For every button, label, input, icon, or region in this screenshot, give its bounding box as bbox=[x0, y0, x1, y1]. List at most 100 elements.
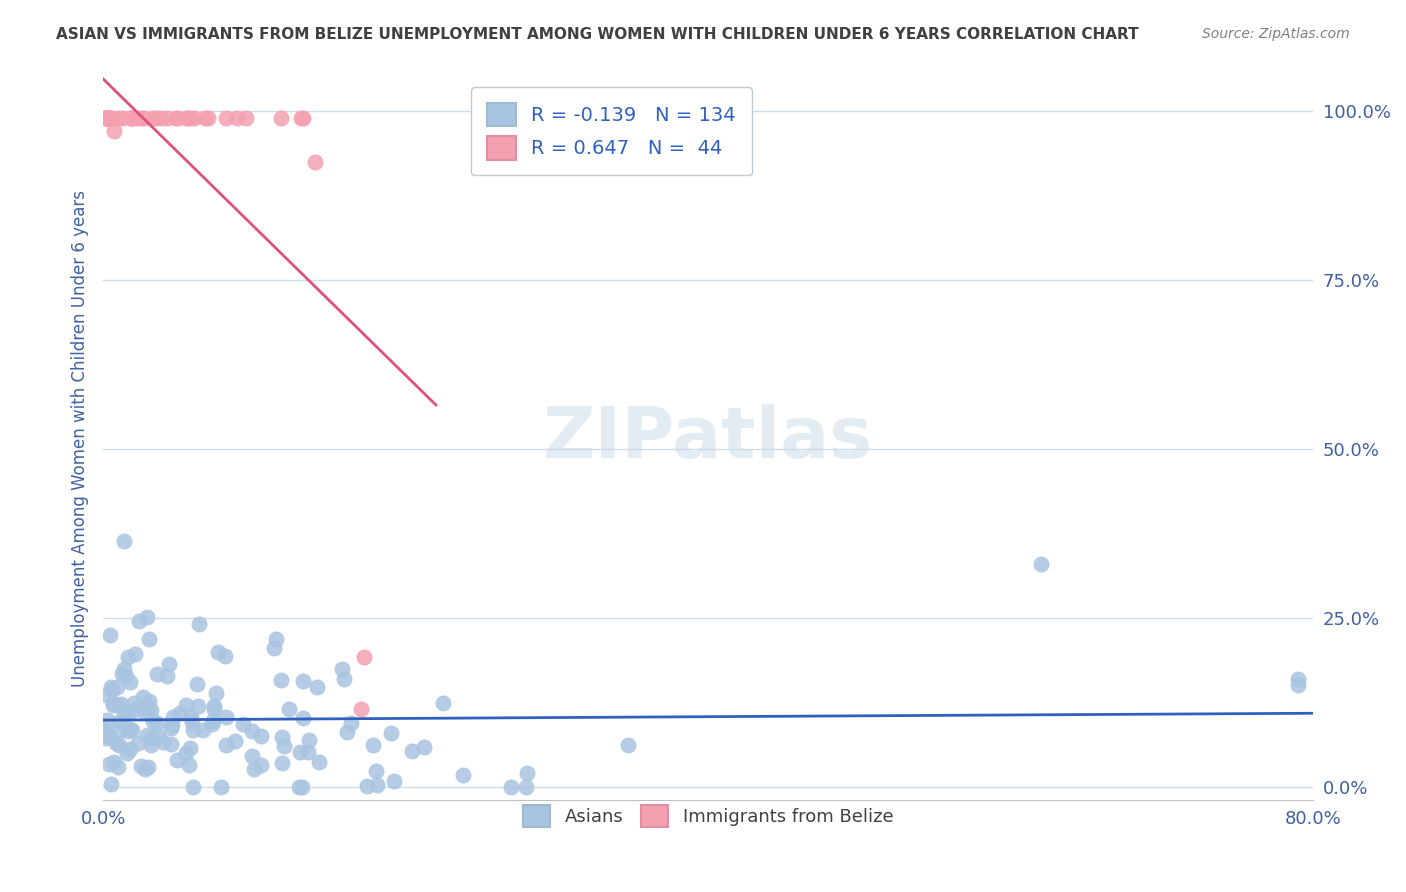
Point bbox=[235, 111, 257, 125]
Point bbox=[240, 723, 263, 738]
Point bbox=[240, 748, 263, 763]
Point bbox=[499, 780, 522, 794]
Point bbox=[273, 739, 295, 753]
Point bbox=[138, 632, 160, 646]
Point bbox=[112, 111, 135, 125]
Point bbox=[125, 111, 148, 125]
Point bbox=[93, 111, 115, 125]
Point bbox=[97, 111, 120, 125]
Point bbox=[432, 696, 454, 710]
Point bbox=[250, 757, 273, 772]
Point bbox=[97, 111, 120, 125]
Point bbox=[107, 111, 129, 125]
Point bbox=[117, 650, 139, 665]
Point bbox=[138, 760, 160, 774]
Point bbox=[616, 738, 638, 752]
Point bbox=[156, 669, 179, 683]
Point bbox=[197, 111, 219, 125]
Point bbox=[145, 111, 167, 125]
Point bbox=[356, 780, 378, 794]
Point bbox=[124, 647, 146, 661]
Point bbox=[201, 717, 224, 731]
Point bbox=[108, 738, 131, 752]
Point bbox=[155, 111, 177, 125]
Point bbox=[101, 698, 124, 713]
Point bbox=[97, 111, 120, 125]
Point bbox=[105, 680, 128, 694]
Point bbox=[291, 674, 314, 689]
Point bbox=[340, 715, 363, 730]
Point bbox=[298, 733, 321, 747]
Point bbox=[134, 762, 156, 776]
Point bbox=[97, 729, 120, 743]
Point bbox=[139, 703, 162, 717]
Point bbox=[132, 690, 155, 704]
Point bbox=[187, 699, 209, 714]
Point bbox=[350, 702, 373, 716]
Point bbox=[333, 672, 356, 686]
Point bbox=[110, 697, 132, 711]
Point bbox=[117, 706, 139, 720]
Point bbox=[291, 780, 314, 794]
Point bbox=[103, 756, 125, 770]
Point bbox=[292, 710, 315, 724]
Point bbox=[181, 780, 204, 794]
Point bbox=[243, 763, 266, 777]
Point bbox=[134, 111, 156, 125]
Point bbox=[105, 698, 128, 713]
Point bbox=[224, 733, 246, 747]
Point bbox=[131, 758, 153, 772]
Point bbox=[215, 738, 238, 752]
Point bbox=[100, 680, 122, 694]
Point bbox=[101, 682, 124, 697]
Point bbox=[207, 644, 229, 658]
Point bbox=[121, 723, 143, 737]
Point bbox=[166, 753, 188, 767]
Point bbox=[263, 640, 285, 655]
Text: ZIPatlas: ZIPatlas bbox=[543, 404, 873, 474]
Point bbox=[413, 740, 436, 755]
Point bbox=[110, 667, 132, 681]
Point bbox=[187, 616, 209, 631]
Point bbox=[103, 124, 125, 138]
Point bbox=[288, 780, 311, 794]
Point bbox=[93, 723, 115, 738]
Point bbox=[169, 706, 191, 721]
Point bbox=[297, 745, 319, 759]
Point bbox=[304, 155, 326, 169]
Point bbox=[141, 731, 163, 746]
Point bbox=[330, 662, 353, 676]
Point bbox=[159, 737, 181, 751]
Point bbox=[166, 111, 188, 125]
Legend: Asians, Immigrants from Belize: Asians, Immigrants from Belize bbox=[516, 798, 901, 835]
Point bbox=[364, 764, 387, 779]
Point bbox=[121, 111, 143, 125]
Point bbox=[131, 111, 153, 125]
Point bbox=[120, 111, 142, 125]
Point bbox=[278, 702, 301, 716]
Point bbox=[159, 721, 181, 735]
Point bbox=[193, 111, 215, 125]
Point bbox=[146, 667, 169, 681]
Point bbox=[1286, 678, 1309, 692]
Point bbox=[93, 725, 115, 739]
Point bbox=[134, 705, 156, 719]
Point bbox=[114, 668, 136, 682]
Point bbox=[179, 710, 201, 724]
Point bbox=[124, 696, 146, 710]
Point bbox=[150, 111, 173, 125]
Point bbox=[214, 709, 236, 723]
Point bbox=[191, 723, 214, 737]
Point bbox=[142, 111, 165, 125]
Point bbox=[202, 714, 225, 728]
Point bbox=[270, 731, 292, 745]
Point bbox=[136, 610, 159, 624]
Point bbox=[288, 745, 311, 759]
Point bbox=[122, 703, 145, 717]
Point bbox=[120, 742, 142, 756]
Point bbox=[515, 780, 537, 794]
Point bbox=[270, 673, 292, 687]
Text: Source: ZipAtlas.com: Source: ZipAtlas.com bbox=[1202, 27, 1350, 41]
Point bbox=[96, 111, 118, 125]
Point bbox=[100, 111, 122, 125]
